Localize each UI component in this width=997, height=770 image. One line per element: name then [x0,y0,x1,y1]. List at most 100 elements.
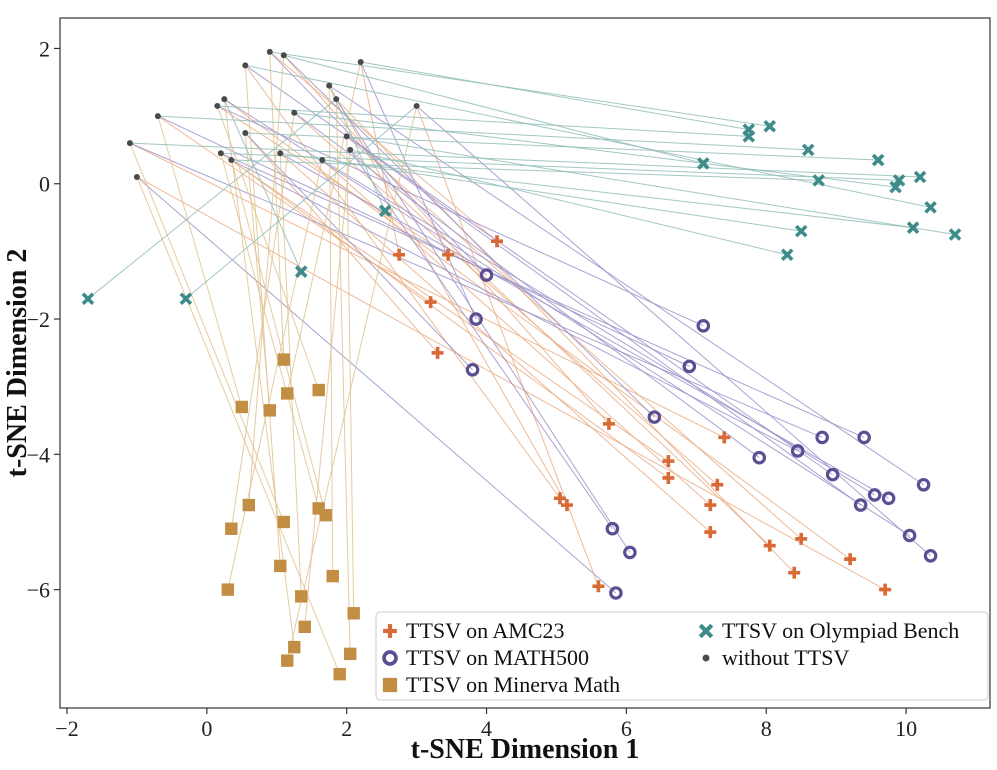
point-without [347,146,354,153]
link-line-minerva [136,176,341,675]
point-olympiad [81,292,95,306]
link-line-math500 [231,159,798,452]
y-tick-label: −2 [27,307,50,332]
point-minerva [343,647,357,661]
point-math500 [605,521,620,536]
point-without [126,140,133,147]
link-line-olympiad [328,85,386,211]
point-without [242,130,249,136]
point-amc23 [844,553,857,566]
link-line-olympiad [220,152,900,181]
link-line-amc23 [224,98,851,560]
x-tick-label: −2 [55,716,78,741]
y-tick-label: −6 [27,578,50,603]
point-amc23 [718,431,731,444]
x-tick-label: 0 [201,716,212,741]
link-line-math500 [283,54,655,418]
point-amc23 [553,492,566,505]
point-olympiad [742,130,756,143]
point-olympiad [892,174,906,187]
point-math500 [853,498,868,512]
link-line-olympiad [350,149,788,256]
link-line-minerva [286,105,418,661]
point-minerva [347,607,360,620]
link-line-olympiad [269,51,770,127]
link-line-olympiad [217,105,749,137]
point-amc23 [711,478,724,491]
point-minerva [295,590,308,603]
link-line-minerva [157,115,243,408]
link-line-olympiad [185,105,417,300]
y-tick-label: 2 [39,36,50,61]
link-line-math500 [136,176,617,594]
link-line-olympiad [346,135,956,235]
point-minerva [277,353,290,366]
link-line-math500 [280,152,889,499]
point-without [217,150,224,157]
link-line-olympiad [87,98,337,300]
point-math500 [469,312,483,326]
point-minerva [326,569,339,583]
point-math500 [682,359,697,374]
link-line-olympiad [294,112,896,188]
legend-marker-minerva [382,677,398,693]
point-without [242,62,249,69]
point-amc23 [704,499,717,512]
link-line-amc23 [136,176,886,591]
point-olympiad [294,265,308,278]
link-line-math500 [129,142,823,438]
link-line-math500 [335,98,631,553]
point-minerva [242,498,255,512]
link-line-amc23 [231,159,669,479]
point-amc23 [763,539,776,552]
link-line-minerva [129,142,285,523]
link-line-olympiad [129,142,921,178]
point-amc23 [442,248,455,261]
point-without [343,133,350,140]
link-line-minerva [286,61,362,394]
point-math500 [609,586,623,600]
point-olympiad [378,204,392,218]
link-line-minerva [244,65,281,566]
link-line-amc23 [220,152,669,462]
link-line-minerva [279,153,302,597]
point-minerva [277,515,290,529]
point-minerva [288,640,301,654]
link-line-minerva [346,136,355,614]
point-minerva [225,522,238,535]
point-math500 [465,362,480,377]
link-line-math500 [328,85,924,486]
link-line-math500 [244,132,473,371]
point-math500 [696,318,711,333]
point-without [413,102,420,109]
point-without [280,52,287,59]
point-without [326,82,333,89]
y-tick-label: −4 [27,442,50,467]
link-line-minerva [304,149,351,627]
point-amc23 [424,296,437,309]
point-without [154,113,161,120]
point-minerva [281,654,294,667]
point-minerva [274,559,287,573]
point-without [357,58,364,65]
x-axis-title: t-SNE Dimension 1 [411,734,640,765]
point-amc23 [592,580,605,593]
point-amc23 [788,566,801,579]
link-line-minerva [216,105,320,391]
x-tick-label: 6 [621,716,632,741]
point-olympiad [924,201,937,214]
point-without [228,157,235,164]
point-olympiad [871,153,885,167]
link-line-minerva [220,153,320,509]
link-line-amc23 [157,115,431,303]
y-axis-title: t-SNE Dimension 2 [2,249,33,478]
x-tick-label: 10 [895,716,917,741]
point-math500 [479,268,494,282]
point-olympiad [889,180,902,194]
point-math500 [857,430,871,445]
point-amc23 [393,248,406,261]
link-line-olympiad [280,152,802,232]
point-minerva [281,387,294,400]
link-line-minerva [248,55,285,506]
